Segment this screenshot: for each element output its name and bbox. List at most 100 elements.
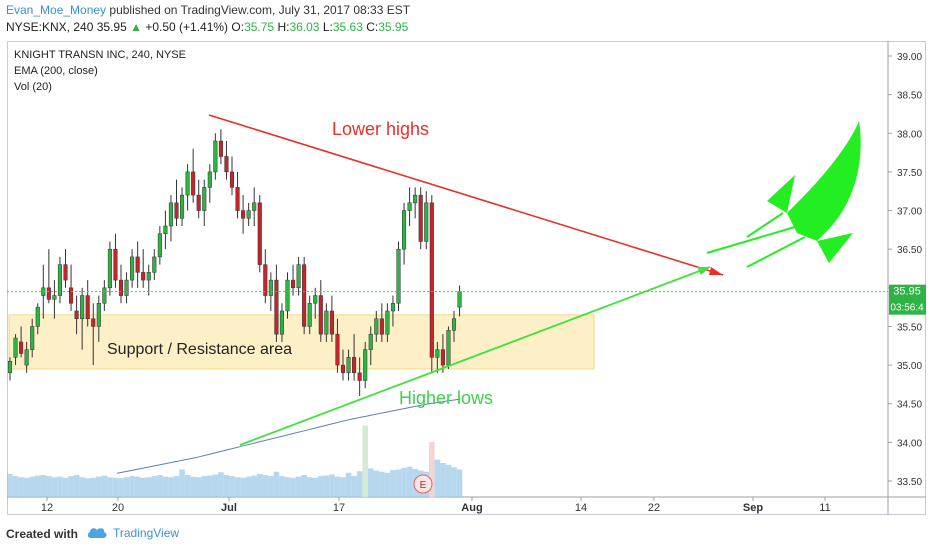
candle-body — [180, 194, 185, 219]
candle-body — [52, 295, 57, 300]
time-axis[interactable]: 12 20 Jul 17 Aug 14 22 Sep 11 — [41, 497, 831, 514]
volume-bar — [440, 462, 446, 497]
candle — [296, 256, 301, 296]
volume-bar — [173, 476, 180, 497]
candle-body — [13, 337, 18, 358]
candle — [46, 249, 51, 304]
volume-bar — [134, 476, 141, 497]
candle-body — [407, 202, 412, 211]
volume-bar — [79, 477, 85, 497]
tradingview-link[interactable]: TradingView — [86, 526, 179, 540]
candle — [307, 295, 312, 335]
current-price-label: 35.95 — [893, 286, 921, 298]
candle-body — [218, 140, 223, 157]
candle — [13, 334, 18, 366]
price-chart[interactable]: Lower highs Higher lows Support / Resist… — [7, 41, 926, 515]
candle-body — [363, 349, 368, 381]
time-tick-label: 11 — [819, 502, 830, 514]
candle — [185, 164, 190, 211]
volume-bar — [7, 473, 13, 497]
candle-body — [24, 349, 29, 366]
candle — [352, 334, 357, 381]
price-tick-label: 35.00 — [897, 361, 922, 372]
earnings-marker[interactable]: E — [413, 474, 433, 494]
legend-title[interactable]: KNIGHT TRANSN INC, 240, NYSE — [14, 49, 186, 61]
volume-bar — [229, 476, 235, 497]
rocket-icon — [706, 121, 861, 268]
candle-body — [135, 256, 140, 273]
volume-bar — [262, 475, 269, 497]
price-tick-label: 36.50 — [897, 245, 922, 256]
resistance-trendline — [208, 114, 724, 276]
publish-info: published on TradingView.com, July 31, 2… — [109, 3, 411, 17]
candle-body — [69, 287, 74, 304]
candle — [402, 202, 407, 265]
legend-volume[interactable]: Vol (20) — [14, 81, 52, 93]
candle-body — [130, 256, 135, 281]
resistance-arrowhead — [709, 267, 723, 275]
volume-bar — [312, 477, 319, 497]
candle — [413, 187, 418, 219]
legend-ema[interactable]: EMA (200, close) — [14, 65, 98, 77]
candle — [374, 311, 379, 342]
candle-body — [102, 287, 107, 304]
volume-bar — [401, 467, 407, 497]
candle-body — [241, 210, 246, 219]
candle-body — [424, 202, 429, 242]
candle — [196, 179, 201, 219]
candle — [335, 318, 340, 373]
candle-body — [213, 140, 218, 173]
candle-body — [113, 248, 118, 281]
candle-body — [390, 303, 395, 312]
candle-body — [163, 225, 168, 234]
volume-bar — [168, 477, 174, 497]
volume-bar — [101, 475, 108, 497]
price-tick-label: 38.00 — [897, 129, 922, 140]
volume-bar — [268, 476, 274, 497]
candle — [263, 249, 268, 304]
candle-body — [185, 171, 190, 196]
candle — [69, 264, 74, 311]
candle-body — [402, 210, 407, 250]
price-tick-label: 37.00 — [897, 207, 922, 218]
volume-bar — [90, 477, 97, 497]
volume-bar — [245, 476, 252, 497]
candle — [7, 357, 13, 381]
candle — [235, 171, 240, 219]
volume-bar — [406, 466, 413, 497]
lower-highs-label: Lower highs — [332, 119, 429, 139]
candle-body — [107, 248, 112, 289]
volume-bar — [73, 475, 80, 497]
volume-bar — [34, 475, 41, 497]
candle — [346, 349, 351, 381]
candle — [91, 303, 96, 366]
candle — [218, 129, 223, 165]
volume-bar — [57, 476, 63, 497]
price-tick-label: 35.50 — [897, 322, 922, 333]
price-tick-label: 34.50 — [897, 400, 922, 411]
volume-bar — [345, 472, 352, 497]
candle-body — [324, 310, 329, 335]
candle — [279, 303, 284, 342]
chart-area[interactable]: Lower highs Higher lows Support / Resist… — [7, 41, 926, 515]
author-link[interactable]: Evan_Moe_Money — [6, 3, 107, 17]
candle — [130, 249, 135, 288]
volume-bar — [184, 475, 191, 497]
candle — [429, 195, 434, 373]
time-tick-label: 14 — [575, 502, 587, 514]
candle-body — [235, 187, 240, 211]
ohlc-line: NYSE:KNX, 240 35.95 ▲ +0.50 (+1.41%) O:3… — [6, 20, 408, 34]
volume-bar — [46, 476, 52, 497]
volume-bar — [362, 425, 368, 497]
volume-bar — [445, 465, 452, 497]
candle-body — [252, 202, 257, 211]
candle-body — [124, 279, 129, 296]
candle-body — [302, 264, 307, 327]
volume-bar — [223, 475, 230, 497]
support-arrowhead — [697, 267, 710, 275]
candle-body — [168, 202, 173, 227]
volume-bar — [451, 467, 457, 497]
candle-body — [291, 279, 296, 289]
volume-bar — [118, 478, 124, 497]
candle — [252, 187, 257, 226]
